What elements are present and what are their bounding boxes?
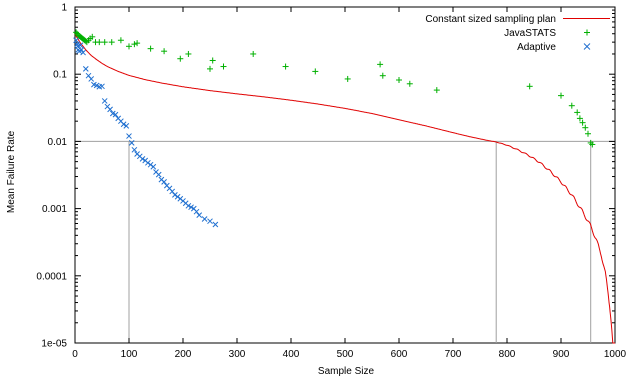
data-point-adaptive (196, 212, 203, 218)
data-point-adaptive (161, 179, 167, 185)
data-point-adaptive (169, 188, 176, 195)
data-point-javastats (574, 109, 581, 116)
data-point-adaptive (101, 98, 108, 104)
data-point-adaptive (126, 133, 132, 139)
data-point-javastats (82, 38, 89, 45)
legend-label-adaptive: Adaptive (517, 42, 556, 53)
legend-swatch-adaptive (583, 43, 591, 50)
series-line-constant-sized-sampling-plan (74, 33, 615, 344)
data-point-adaptive (107, 106, 113, 113)
data-point-javastats (220, 63, 227, 70)
series-adaptive (73, 37, 219, 228)
data-point-javastats (312, 68, 319, 75)
data-point-javastats (585, 130, 591, 137)
y-axis-title: Mean Failure Rate (6, 130, 17, 213)
data-point-adaptive (155, 171, 162, 178)
x-tick-label: 600 (391, 349, 408, 360)
data-point-adaptive (120, 121, 127, 128)
legend-label-javastats: JavaSTATS (504, 28, 556, 39)
data-point-javastats (558, 92, 564, 99)
axis-ticks: 0 100 200 300 400 500 600 700 800 900 1000 1e-05 0.0… (36, 3, 626, 361)
y-tick-label: 1e-05 (41, 339, 67, 350)
data-point-javastats (96, 39, 103, 46)
data-point-javastats (177, 55, 184, 62)
x-tick-label: 400 (283, 349, 300, 360)
x-axis-title: Sample Size (318, 366, 375, 377)
data-point-adaptive (82, 66, 89, 72)
data-point-javastats (526, 83, 533, 90)
x-tick-label: 300 (229, 349, 246, 360)
x-tick-label: 100 (121, 349, 138, 360)
data-point-javastats (101, 39, 108, 46)
x-tick-label: 700 (445, 349, 462, 360)
data-point-adaptive (172, 192, 178, 198)
data-point-javastats (161, 48, 168, 55)
reference-lines (75, 140, 615, 343)
data-point-javastats (582, 124, 589, 131)
data-point-adaptive (207, 218, 213, 225)
plot-frame (74, 6, 616, 344)
x-tick-label: 0 (72, 349, 78, 360)
data-point-adaptive (123, 123, 130, 129)
data-point-javastats (589, 141, 596, 148)
data-point-adaptive (201, 216, 208, 222)
data-point-javastats (344, 75, 351, 82)
legend-swatch-javastats (584, 29, 590, 36)
data-point-javastats (117, 37, 124, 44)
x-tick-label: 900 (553, 349, 570, 360)
data-point-adaptive (145, 159, 151, 166)
data-point-adaptive (188, 204, 194, 211)
legend-label-constant: Constant sized sampling plan (425, 14, 556, 25)
data-point-adaptive (185, 202, 192, 209)
y-tick-label: 0.0001 (36, 271, 67, 282)
data-point-javastats (568, 102, 575, 109)
data-point-javastats (377, 61, 384, 68)
x-tick-label: 200 (175, 349, 192, 360)
data-point-javastats (576, 115, 583, 122)
data-point-adaptive (139, 155, 146, 162)
data-point-adaptive (77, 42, 84, 49)
y-tick-label: 0.01 (48, 137, 68, 148)
data-point-adaptive (193, 208, 200, 215)
data-point-javastats (134, 40, 141, 47)
series-layer (73, 29, 615, 344)
series-javastats (73, 29, 596, 148)
x-tick-label: 1000 (604, 349, 627, 360)
data-point-javastats (131, 41, 138, 48)
data-point-adaptive (128, 140, 135, 146)
data-point-javastats (209, 57, 216, 64)
data-point-javastats (185, 50, 192, 57)
data-point-javastats (89, 33, 96, 40)
y-tick-label: 0.001 (42, 204, 67, 215)
legend: Constant sized sampling plan JavaSTATS A… (425, 14, 610, 53)
data-point-javastats (207, 65, 213, 72)
data-point-javastats (250, 50, 257, 57)
data-point-javastats (379, 72, 386, 79)
data-point-javastats (396, 76, 402, 83)
y-tick-label: 0.1 (53, 70, 67, 81)
data-point-adaptive (80, 49, 86, 56)
data-point-adaptive (150, 163, 157, 170)
data-point-adaptive (88, 76, 95, 82)
data-point-javastats (282, 63, 289, 70)
data-point-javastats (433, 87, 440, 94)
x-tick-label: 800 (499, 349, 516, 360)
data-point-javastats (126, 43, 132, 50)
data-point-javastats (147, 45, 154, 52)
data-point-adaptive (78, 47, 85, 53)
data-point-adaptive (99, 83, 105, 90)
x-tick-label: 500 (337, 349, 354, 360)
data-point-adaptive (131, 146, 138, 153)
data-point-adaptive (212, 221, 219, 228)
data-point-javastats (108, 39, 115, 46)
data-point-javastats (579, 119, 586, 126)
data-point-adaptive (112, 111, 119, 118)
y-tick-label: 1 (61, 3, 67, 14)
data-point-javastats (406, 80, 413, 87)
